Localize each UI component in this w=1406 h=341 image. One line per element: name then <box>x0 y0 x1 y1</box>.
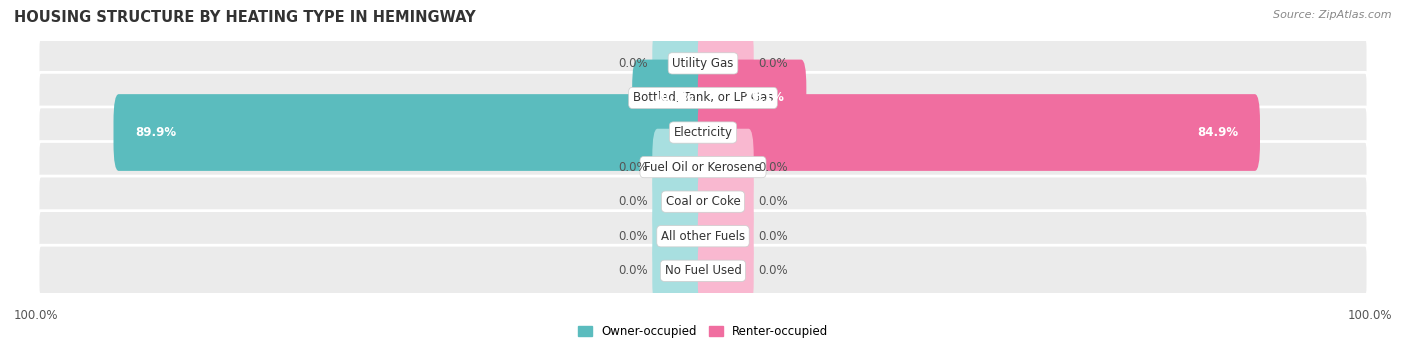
Text: 0.0%: 0.0% <box>619 264 648 277</box>
FancyBboxPatch shape <box>697 163 754 240</box>
FancyBboxPatch shape <box>38 38 1368 89</box>
FancyBboxPatch shape <box>38 245 1368 296</box>
FancyBboxPatch shape <box>697 233 754 309</box>
FancyBboxPatch shape <box>38 107 1368 158</box>
Text: Electricity: Electricity <box>673 126 733 139</box>
Legend: Owner-occupied, Renter-occupied: Owner-occupied, Renter-occupied <box>572 321 834 341</box>
Text: Source: ZipAtlas.com: Source: ZipAtlas.com <box>1274 10 1392 20</box>
Text: Utility Gas: Utility Gas <box>672 57 734 70</box>
FancyBboxPatch shape <box>38 176 1368 227</box>
FancyBboxPatch shape <box>697 60 807 136</box>
Text: 0.0%: 0.0% <box>758 230 787 243</box>
FancyBboxPatch shape <box>652 25 709 102</box>
FancyBboxPatch shape <box>114 94 709 171</box>
FancyBboxPatch shape <box>697 198 754 275</box>
FancyBboxPatch shape <box>38 142 1368 193</box>
Text: Bottled, Tank, or LP Gas: Bottled, Tank, or LP Gas <box>633 91 773 104</box>
FancyBboxPatch shape <box>652 163 709 240</box>
Text: 0.0%: 0.0% <box>758 57 787 70</box>
FancyBboxPatch shape <box>652 198 709 275</box>
Text: 0.0%: 0.0% <box>619 195 648 208</box>
FancyBboxPatch shape <box>652 129 709 206</box>
Text: 10.1%: 10.1% <box>654 91 695 104</box>
Text: Coal or Coke: Coal or Coke <box>665 195 741 208</box>
Text: 0.0%: 0.0% <box>758 264 787 277</box>
Text: All other Fuels: All other Fuels <box>661 230 745 243</box>
Text: HOUSING STRUCTURE BY HEATING TYPE IN HEMINGWAY: HOUSING STRUCTURE BY HEATING TYPE IN HEM… <box>14 10 475 25</box>
Text: 0.0%: 0.0% <box>619 230 648 243</box>
Text: No Fuel Used: No Fuel Used <box>665 264 741 277</box>
FancyBboxPatch shape <box>697 25 754 102</box>
Text: 100.0%: 100.0% <box>1347 309 1392 322</box>
Text: 15.1%: 15.1% <box>744 91 785 104</box>
Text: 100.0%: 100.0% <box>14 309 59 322</box>
FancyBboxPatch shape <box>38 211 1368 262</box>
FancyBboxPatch shape <box>652 233 709 309</box>
Text: 0.0%: 0.0% <box>758 195 787 208</box>
Text: 84.9%: 84.9% <box>1198 126 1239 139</box>
FancyBboxPatch shape <box>697 94 1260 171</box>
Text: 0.0%: 0.0% <box>619 57 648 70</box>
Text: 89.9%: 89.9% <box>135 126 176 139</box>
Text: Fuel Oil or Kerosene: Fuel Oil or Kerosene <box>644 161 762 174</box>
FancyBboxPatch shape <box>697 129 754 206</box>
Text: 0.0%: 0.0% <box>619 161 648 174</box>
FancyBboxPatch shape <box>633 60 709 136</box>
FancyBboxPatch shape <box>38 72 1368 123</box>
Text: 0.0%: 0.0% <box>758 161 787 174</box>
